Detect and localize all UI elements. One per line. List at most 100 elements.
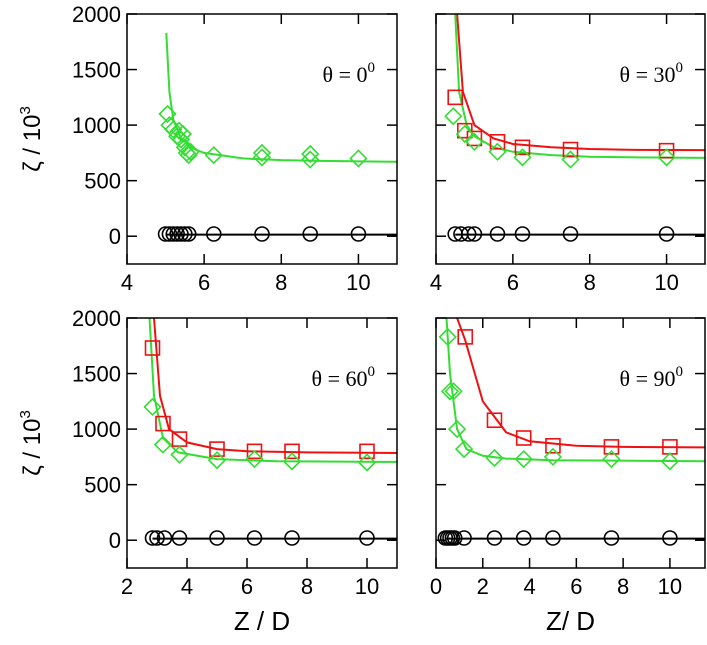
x-tick-label: 10: [654, 270, 678, 295]
diamond-point: [357, 453, 377, 472]
plot-area: [444, 14, 705, 242]
circle-point: [359, 530, 375, 546]
y-tick-label: 1500: [72, 362, 121, 387]
circle-point: [284, 530, 300, 546]
annotation-sup: 0: [368, 60, 376, 76]
diamond-point: [349, 149, 368, 168]
square-point: [489, 133, 506, 150]
y-tick-label: 500: [84, 169, 121, 194]
diamond-point: [561, 150, 580, 169]
x-tick-label: 0: [430, 574, 442, 599]
x-tick-label: 6: [507, 270, 519, 295]
square-point: [447, 89, 464, 106]
diamond-point: [207, 451, 227, 470]
circle-point: [165, 226, 182, 242]
diamond-point: [245, 449, 264, 469]
x-tick-label: 8: [584, 270, 596, 295]
fit-line: [148, 318, 397, 463]
fit-line: [456, 14, 705, 152]
y-axis-label-sup: 3: [17, 106, 34, 114]
panel: 4 6 8 10 θ = 300: [430, 13, 706, 295]
plot-area: [143, 318, 397, 546]
diamond-point: [660, 452, 680, 471]
diamond-point: [301, 150, 320, 169]
diamond-point: [485, 448, 504, 468]
diamond-point: [602, 449, 621, 469]
x-tick-label: 10: [346, 270, 370, 295]
plot-frame: [435, 13, 706, 265]
square-point: [658, 142, 675, 159]
circle-point: [466, 226, 483, 242]
circle-point: [177, 226, 193, 242]
circle-point: [209, 530, 225, 546]
circle-point: [169, 226, 185, 242]
y-axis-label: ζ / 103: [17, 106, 46, 172]
circle-point: [350, 226, 367, 242]
annotation-sup: 0: [676, 364, 684, 380]
square-point: [603, 439, 620, 455]
square-point: [515, 430, 532, 446]
diamond-point: [447, 419, 467, 439]
fit-line: [165, 32, 397, 163]
diamond-point: [455, 124, 474, 144]
y-axis-label-sup: 3: [17, 410, 34, 418]
x-tick-label: 8: [301, 574, 313, 599]
diamond-point: [204, 145, 223, 165]
diamond-point: [252, 143, 272, 163]
plot-frame: [435, 317, 706, 569]
circle-point: [460, 226, 477, 242]
square-point: [155, 415, 171, 432]
x-tick-label: 4: [523, 574, 535, 599]
diamond-point: [438, 327, 457, 347]
square-point: [359, 443, 375, 460]
x-tick-label: 6: [241, 574, 253, 599]
plot-frame: [126, 317, 398, 569]
square-point: [284, 443, 300, 460]
diamond-point: [153, 435, 173, 454]
diamond-point: [171, 130, 191, 149]
x-tick-label: 6: [570, 574, 582, 599]
diamond-point: [143, 397, 162, 417]
circle-point: [486, 530, 503, 546]
square-point: [514, 139, 531, 156]
x-tick-label: 4: [430, 270, 442, 295]
annotation: θ = 300: [620, 60, 683, 87]
x-tick-label: 4: [181, 574, 193, 599]
diamond-point: [158, 104, 177, 124]
square-point: [486, 412, 503, 429]
diamond-point: [657, 148, 676, 167]
fit-line: [456, 318, 705, 449]
diamond-point: [543, 447, 563, 467]
y-tick-label: 2000: [72, 2, 121, 27]
x-tick-label: 2: [121, 574, 133, 599]
circle-point: [489, 226, 506, 242]
square-point: [457, 329, 474, 345]
x-tick-label: 10: [658, 574, 682, 599]
annotation: θ = 900: [620, 364, 683, 391]
circle-point: [156, 530, 173, 546]
circle-point: [456, 530, 472, 546]
circle-point: [246, 530, 263, 546]
plot-area: [437, 318, 705, 546]
plot-area: [157, 32, 397, 242]
y-tick-label: 2000: [72, 306, 121, 331]
annotation: θ = 00: [323, 60, 375, 87]
circle-point: [149, 530, 165, 546]
circle-point: [545, 530, 561, 546]
annotation-text: θ = 30: [620, 62, 676, 87]
x-tick-label: 8: [617, 574, 629, 599]
y-tick-label: 1000: [72, 113, 121, 138]
y-tick-label: 0: [109, 528, 121, 553]
diamond-point: [488, 142, 507, 161]
diamond-point: [444, 382, 463, 401]
circle-point: [662, 530, 678, 546]
circle-point: [658, 226, 675, 242]
annotation: θ = 600: [312, 364, 375, 391]
fit-line: [445, 318, 705, 463]
x-tick-label: 8: [275, 270, 287, 295]
annotation-sup: 0: [368, 364, 376, 380]
x-axis-label: Z / D: [234, 606, 290, 636]
